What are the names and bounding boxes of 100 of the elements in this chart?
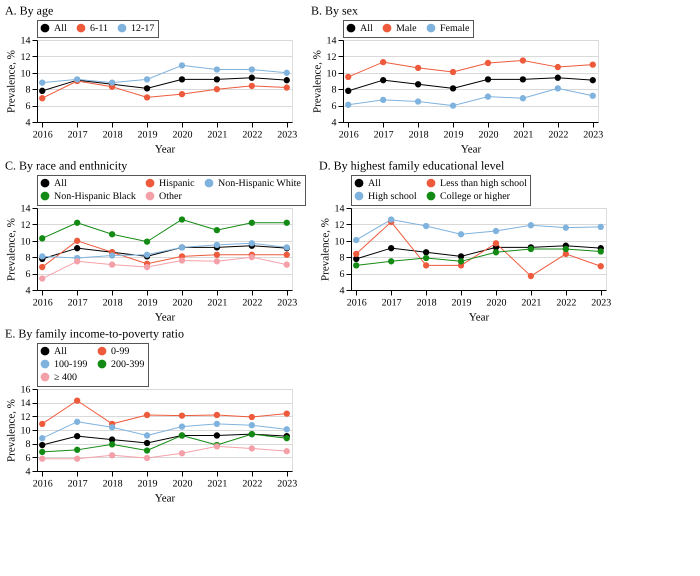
- chart-title: D. By highest family educational level: [319, 158, 505, 172]
- y-tick-label: 12: [334, 220, 344, 231]
- x-tick-label: 2020: [478, 130, 498, 140]
- legend-label: ≥ 400: [54, 372, 77, 383]
- legend-label: Non-Hispanic Black: [54, 191, 136, 202]
- point: [74, 238, 80, 244]
- point: [144, 412, 150, 418]
- point: [144, 447, 150, 454]
- point: [520, 95, 526, 102]
- point: [598, 263, 604, 270]
- x-tick-label: 2020: [172, 130, 192, 140]
- point: [74, 220, 80, 226]
- point: [388, 216, 394, 223]
- point: [345, 74, 352, 80]
- point: [450, 102, 456, 109]
- y-tick-label: 14: [20, 398, 30, 410]
- point: [554, 85, 561, 92]
- x-tick-label: 2023: [277, 130, 298, 140]
- y-tick-label: 10: [20, 426, 30, 436]
- y-tick-label: 8: [332, 84, 336, 96]
- point: [39, 79, 46, 86]
- point: [248, 254, 255, 260]
- x-tick-label: 2017: [68, 130, 88, 140]
- point: [39, 253, 46, 260]
- legend-label: 0-99: [111, 346, 130, 358]
- point: [484, 93, 492, 100]
- x-tick-label: 2021: [207, 478, 228, 490]
- point: [214, 86, 220, 92]
- point: [108, 452, 116, 458]
- point: [214, 420, 220, 428]
- point: [214, 252, 220, 258]
- chart-title: A. By age: [5, 4, 54, 18]
- point: [492, 249, 500, 256]
- x-tick-label: 2020: [172, 478, 192, 490]
- point: [144, 264, 150, 270]
- x-tick-label: 2016: [32, 478, 53, 490]
- y-tick-label: 8: [26, 84, 30, 96]
- x-tick-label: 2023: [583, 130, 604, 140]
- x-axis-title: Year: [468, 312, 490, 324]
- y-tick-label: 16: [20, 384, 30, 396]
- point: [414, 64, 422, 72]
- point: [178, 412, 186, 419]
- y-tick-label: 4: [340, 286, 344, 296]
- legend-label: Less than high school: [440, 178, 528, 190]
- point: [144, 76, 150, 83]
- chart-title: B. By sex: [311, 4, 358, 18]
- x-tick-label: 2022: [242, 130, 262, 140]
- point: [248, 66, 255, 73]
- point: [345, 88, 352, 94]
- y-tick-label: 6: [26, 269, 30, 280]
- point: [178, 450, 186, 456]
- x-axis-title: Year: [460, 144, 482, 156]
- point: [248, 414, 255, 420]
- y-tick-label: 12: [20, 220, 30, 231]
- x-tick-label: 2023: [277, 478, 298, 490]
- legend-label: Non-Hispanic White: [218, 178, 302, 190]
- y-tick-label: 10: [20, 236, 30, 248]
- y-tick-label: 8: [340, 252, 344, 264]
- point: [144, 454, 150, 462]
- point: [39, 95, 46, 102]
- point: [39, 456, 46, 462]
- x-tick-label: 2018: [102, 298, 123, 308]
- point: [422, 222, 430, 230]
- y-tick-label: 6: [26, 101, 30, 112]
- point: [178, 62, 186, 69]
- y-tick-label: 14: [334, 204, 344, 214]
- point: [74, 432, 80, 440]
- legend-label: High school: [368, 191, 417, 202]
- point: [590, 77, 596, 84]
- point: [554, 64, 561, 70]
- x-tick-label: 2020: [486, 298, 506, 308]
- chart-title: C. By race and enthnicity: [5, 158, 128, 172]
- point: [108, 424, 116, 430]
- x-tick-label: 2022: [548, 130, 568, 140]
- point: [178, 90, 186, 98]
- legend-label: 200-399: [111, 359, 144, 370]
- point: [144, 85, 150, 92]
- x-axis-title: Year: [154, 144, 176, 156]
- point: [284, 252, 290, 258]
- chart-title: E. By family income-to-poverty ratio: [5, 326, 184, 340]
- y-tick-label: 4: [26, 286, 30, 296]
- y-axis-title: Prevalence, %: [312, 50, 324, 113]
- x-tick-label: 2017: [374, 130, 394, 140]
- point: [39, 235, 46, 242]
- point: [74, 418, 80, 425]
- y-tick-label: 12: [326, 52, 336, 63]
- point: [248, 240, 255, 246]
- legend-label: All: [54, 23, 67, 34]
- point: [108, 231, 116, 238]
- point: [248, 74, 255, 81]
- point: [284, 77, 290, 84]
- y-tick-label: 6: [340, 269, 344, 280]
- y-axis-title: Prevalence, %: [320, 218, 332, 281]
- point: [284, 70, 290, 76]
- x-tick-label: 2019: [138, 478, 158, 490]
- point: [414, 81, 422, 88]
- point: [380, 77, 386, 84]
- y-tick-label: 6: [332, 101, 336, 112]
- point: [214, 432, 220, 439]
- point: [554, 74, 561, 81]
